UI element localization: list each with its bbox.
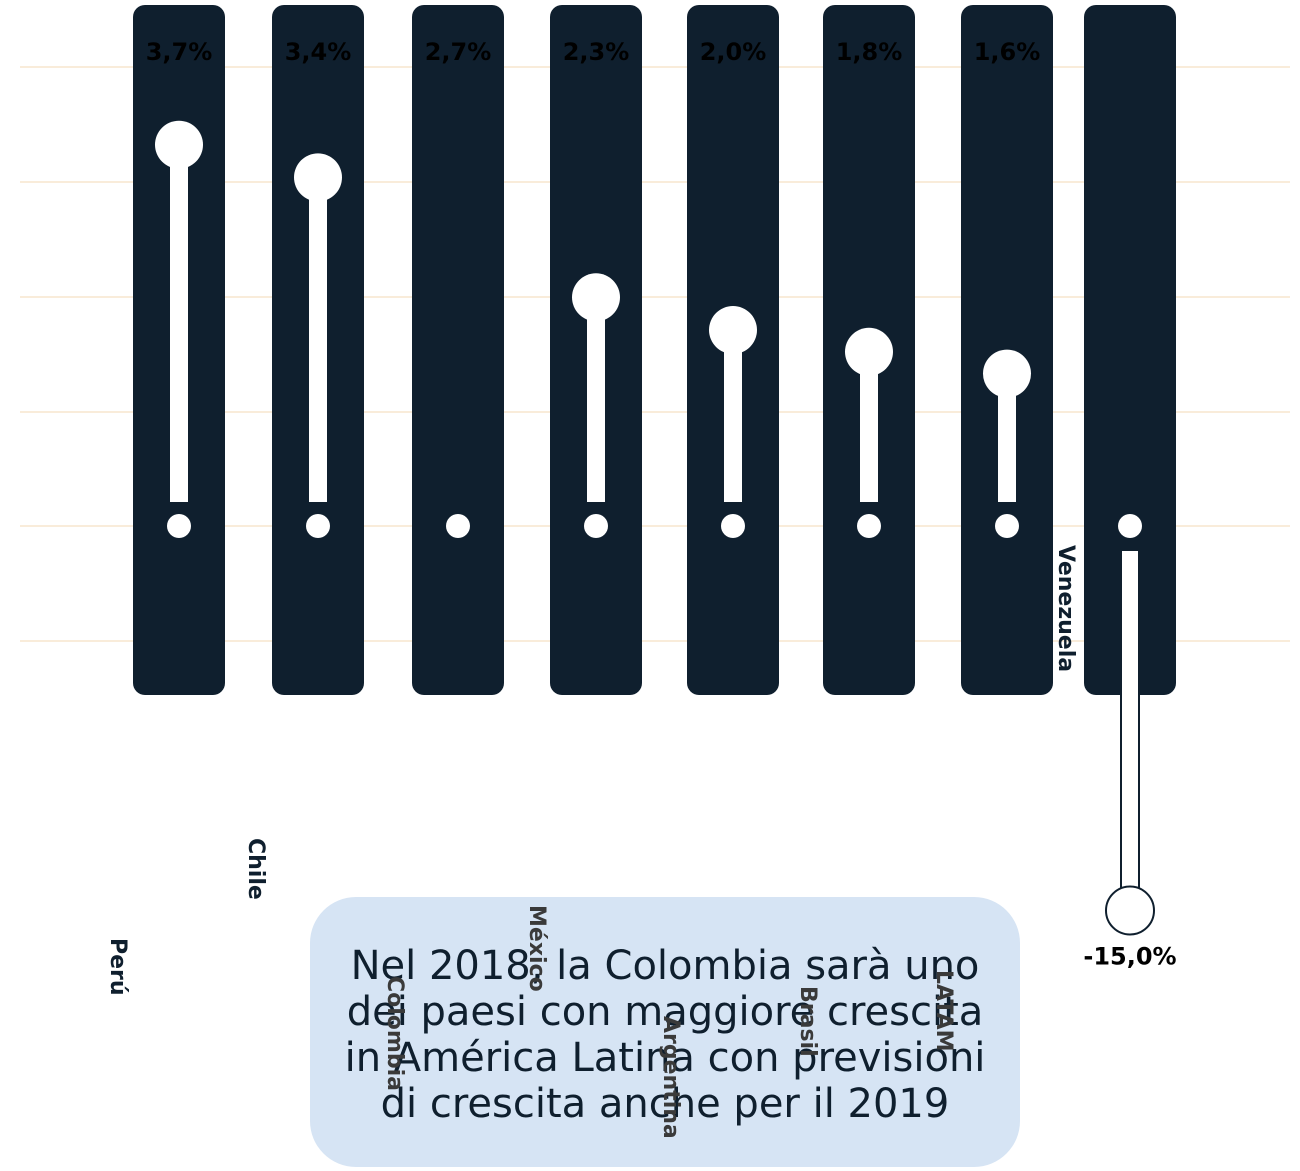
marker-latam [983, 349, 1031, 398]
value-label-colombia: 2,7% [425, 38, 492, 66]
marker-venezuela [1105, 885, 1155, 936]
base-dot-colombia [446, 514, 470, 538]
value-label-peru: 3,7% [146, 38, 213, 66]
base-dot-chile [306, 514, 330, 538]
value-label-mexico: 2,3% [563, 38, 630, 66]
marker-brasil [845, 327, 893, 376]
bar-venezuela [1120, 549, 1140, 892]
bar-peru [170, 122, 188, 502]
category-label-peru: Perú [105, 938, 130, 996]
value-label-venezuela: -15,0% [1083, 943, 1176, 971]
category-label-colombia: Colombia [382, 976, 407, 1091]
category-label-argentina: Argentina [658, 1016, 683, 1139]
callout-box: Nel 2018, la Colombia sarà uno dei paesi… [310, 897, 1020, 1167]
bar-argentina [724, 308, 742, 502]
category-label-mexico: México [524, 905, 549, 992]
marker-peru [155, 120, 203, 169]
category-label-venezuela: Venezuela [1053, 545, 1078, 673]
category-label-chile: Chile [243, 838, 268, 900]
value-label-argentina: 2,0% [700, 38, 767, 66]
marker-mexico [572, 273, 620, 322]
value-label-latam: 1,6% [974, 38, 1041, 66]
bar-chile [309, 155, 327, 502]
marker-argentina [709, 306, 757, 354]
marker-chile [294, 153, 342, 202]
value-label-chile: 3,4% [285, 38, 352, 66]
base-dot-mexico [584, 514, 608, 538]
bar-mexico [587, 275, 605, 502]
base-dot-argentina [721, 514, 745, 538]
category-label-brasil: Brasil [795, 986, 820, 1057]
column-colombia [412, 5, 504, 695]
base-dot-venezuela [1118, 514, 1142, 538]
callout-text: Nel 2018, la Colombia sarà uno dei paesi… [344, 943, 986, 1127]
column-venezuela [1084, 5, 1176, 695]
base-dot-brasil [857, 514, 881, 538]
base-dot-latam [995, 514, 1019, 538]
value-label-brasil: 1,8% [836, 38, 903, 66]
base-dot-peru [167, 514, 191, 538]
category-label-latam: LATAM [931, 970, 956, 1052]
